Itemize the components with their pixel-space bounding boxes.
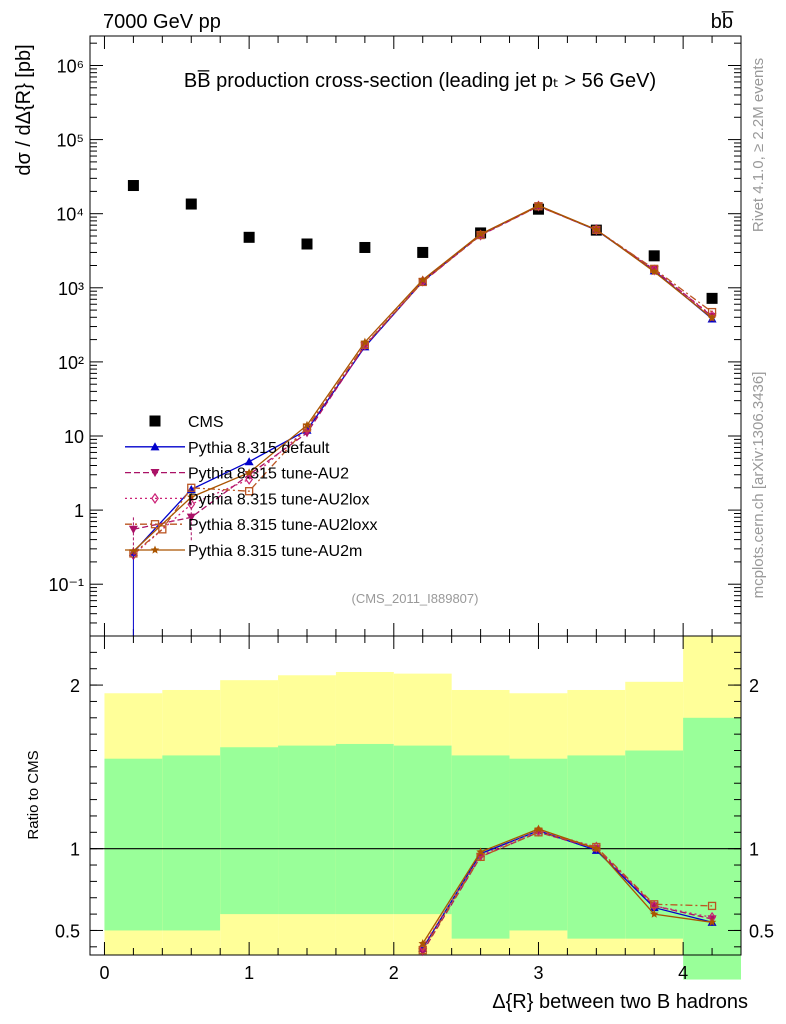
data-point [360,337,370,346]
ratio-point [707,901,717,911]
legend-label: Pythia 8.315 tune-AU2loxx [188,517,377,534]
data-point [129,546,138,555]
data-point [158,525,167,534]
ratio-point [650,900,659,909]
legend-label: Pythia 8.315 tune-AU2m [188,543,362,560]
ratio-point [418,945,427,955]
legend-marker [150,545,160,554]
y-tick-label: 10² [58,353,84,373]
data-point [187,492,196,501]
main-plot: 10⁻¹ 1 10 10² 10³ 10⁴ 10⁵ 10⁶ [48,35,742,637]
data-point [244,487,254,496]
header-right: bb̅ [711,10,734,33]
data-point [244,468,254,477]
band-1sigma [509,758,568,931]
data-point [187,483,196,492]
ratio-point [476,847,485,856]
ratio-series-4 [418,824,717,948]
ratio-point [592,844,601,853]
x-tick-label: 1 [244,963,254,983]
data-point [417,246,429,258]
band-1sigma [393,745,452,915]
ratio-y-tick-label-right: 0.5 [749,921,774,941]
legend-marker [150,442,160,451]
data-point [185,198,197,210]
band-1sigma [451,755,510,939]
data-point [649,267,659,276]
plot-title: BB̅ production cross-section (leading je… [184,69,656,92]
legend-label: Pythia 8.315 default [188,440,330,457]
data-point [534,201,543,210]
y-tick-label: 1 [74,501,84,521]
band-1sigma [162,755,221,931]
mcplots-label: mcplots.cern.ch [arXiv:1306.3436] [750,372,767,599]
data-point [708,310,716,322]
ratio-plot: 0.5 0.5 1 1 2 2 0 1 2 3 4 [55,635,774,983]
ratio-y-tick-label: 2 [70,676,80,696]
y-tick-label: 10⁶ [57,56,84,76]
series-5 [129,201,717,555]
rivet-label: Rivet 4.1.0, ≥ 2.2M events [750,58,767,232]
data-point [243,231,255,243]
ratio-y-tick-label-right: 1 [749,840,759,860]
legend-marker [150,520,160,529]
data-point [592,225,601,234]
legend-label: Pythia 8.315 tune-AU2lox [188,491,369,508]
ratio-point [533,828,543,837]
ratio-series-line [422,831,713,951]
x-axis-label: Δ{R} between two B hadrons [492,991,748,1013]
legend: CMS Pythia 8.315 default Pythia 8.315 tune… [125,414,377,560]
data-point [648,250,660,262]
data-point [359,241,371,253]
ratio-point [418,939,427,948]
legend-marker [150,469,160,478]
data-point [301,238,313,250]
data-point [706,292,718,304]
header-left: 7000 GeV pp [103,11,221,33]
ratio-ylabel: Ratio to CMS [25,750,42,839]
band-1sigma [104,758,163,931]
data-point [245,473,254,485]
band-1sigma [335,743,394,915]
data-point [707,313,717,322]
y-tick-label: 10⁴ [56,205,84,225]
x-tick-label: 3 [533,963,543,983]
legend-marker [151,492,159,504]
data-point [418,275,427,284]
ratio-point [592,841,601,853]
y-tick-label: 10⁵ [57,131,84,151]
y-tick-label: 10³ [58,279,84,299]
data-point [650,264,659,276]
legend-marker [149,415,161,427]
data-point [476,229,485,238]
ratio-point [707,917,717,926]
y-tick-label: 10⁻¹ [48,575,84,595]
ratio-point [649,909,659,918]
ratio-y-tick-label: 1 [70,840,80,860]
data-point [127,180,139,192]
x-tick-label: 4 [678,963,688,983]
legend-label: CMS [188,414,224,431]
ratio-frame [89,635,742,956]
ratio-series-line [422,828,713,944]
legend-label: Pythia 8.315 tune-AU2 [188,466,349,483]
x-tick-label: 2 [389,963,399,983]
analysis-tag: (CMS_2011_I889807) [352,591,479,606]
ratio-point [534,824,543,833]
x-tick-label: 0 [99,963,109,983]
y-tick-label: 10 [64,427,84,447]
data-point [244,457,254,466]
band-1sigma [278,745,336,915]
main-ylabel: dσ / dΔ{R} [pb] [13,44,35,175]
data-point [302,420,312,429]
band-1sigma [220,747,279,915]
ratio-y-tick-label-right: 2 [749,676,759,696]
ratio-y-tick-label: 0.5 [55,921,80,941]
